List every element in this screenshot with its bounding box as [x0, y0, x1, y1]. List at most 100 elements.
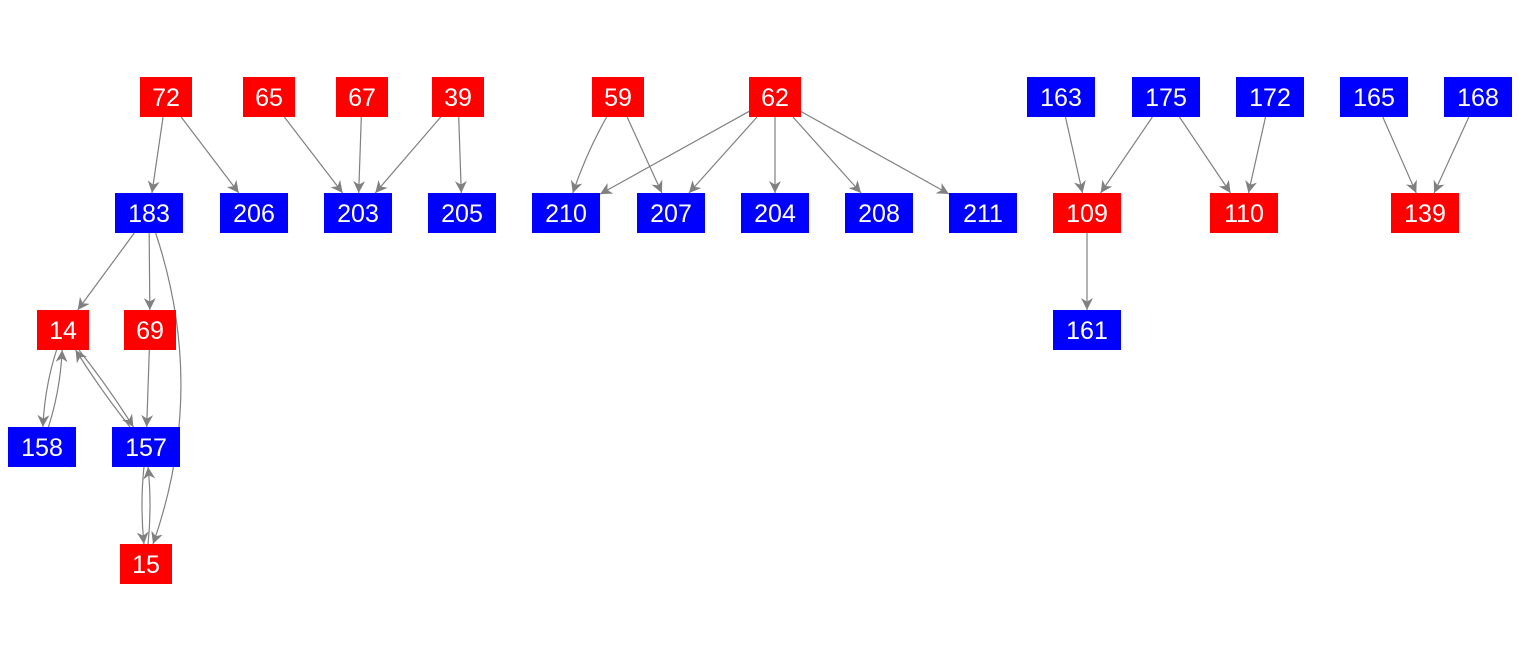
edge-62-to-207: [688, 116, 758, 194]
edge-62-to-211: [800, 110, 950, 195]
node-box: [428, 193, 496, 233]
node-box: [1444, 77, 1512, 117]
node-139: 139: [1391, 193, 1459, 233]
edge-39-to-203: [374, 116, 442, 194]
edge-157-to-14: [75, 349, 131, 428]
node-label: 207: [650, 200, 692, 228]
node-172: 172: [1236, 77, 1304, 117]
node-box: [1236, 77, 1304, 117]
node-label: 208: [858, 200, 900, 228]
edge-14-to-158: [37, 349, 58, 428]
edge-175-to-110: [1178, 116, 1232, 194]
node-label: 210: [545, 200, 587, 228]
node-label: 204: [754, 200, 796, 228]
node-label: 69: [136, 317, 164, 345]
node-65: 65: [243, 77, 295, 117]
edges: [37, 110, 1470, 545]
node-box: [592, 77, 644, 117]
edge-62-to-210: [599, 110, 750, 195]
edge-14-to-157: [78, 349, 134, 428]
node-205: 205: [428, 193, 496, 233]
edge-165-to-139: [1382, 116, 1417, 194]
node-label: 183: [128, 200, 170, 228]
node-box: [741, 193, 809, 233]
node-label: 172: [1249, 84, 1291, 112]
edge-39-to-205: [454, 116, 467, 194]
node-box: [749, 77, 801, 117]
node-label: 163: [1040, 84, 1082, 112]
node-15: 15: [120, 544, 172, 584]
node-label: 110: [1224, 200, 1264, 228]
node-box: [432, 77, 484, 117]
node-box: [140, 77, 192, 117]
edge-183-to-69: [143, 232, 156, 311]
edge-158-to-14: [47, 349, 68, 428]
edge-183-to-15: [151, 232, 182, 545]
node-210: 210: [532, 193, 600, 233]
node-label: 59: [604, 84, 632, 112]
node-box: [112, 427, 180, 467]
node-158: 158: [8, 427, 76, 467]
node-67: 67: [336, 77, 388, 117]
node-206: 206: [220, 193, 288, 233]
node-label: 139: [1404, 200, 1446, 228]
node-box: [120, 544, 172, 584]
edge-59-to-210: [570, 116, 608, 194]
edge-65-to-203: [283, 116, 344, 194]
node-label: 206: [233, 200, 275, 228]
edge-62-to-208: [792, 116, 862, 194]
edge-157-to-15: [136, 466, 149, 545]
edge-72-to-183: [147, 116, 164, 194]
node-203: 203: [324, 193, 392, 233]
node-box: [220, 193, 288, 233]
node-label: 62: [761, 84, 789, 112]
node-161: 161: [1053, 310, 1121, 350]
node-168: 168: [1444, 77, 1512, 117]
edge-69-to-157: [141, 349, 154, 428]
node-39: 39: [432, 77, 484, 117]
node-label: 203: [337, 200, 379, 228]
node-label: 65: [255, 84, 283, 112]
node-211: 211: [949, 193, 1017, 233]
node-label: 39: [444, 84, 472, 112]
node-208: 208: [845, 193, 913, 233]
node-207: 207: [637, 193, 705, 233]
node-box: [532, 193, 600, 233]
edge-168-to-139: [1433, 116, 1470, 194]
node-label: 168: [1457, 84, 1499, 112]
node-label: 161: [1066, 317, 1108, 345]
node-110: 110: [1210, 193, 1278, 233]
node-box: [1027, 77, 1095, 117]
edge-67-to-203: [353, 116, 366, 194]
node-59: 59: [592, 77, 644, 117]
node-204: 204: [741, 193, 809, 233]
nodes: 72 65 67 39 59 62 163 175 172 165 168 183 206 203 205 2…: [8, 77, 1512, 584]
node-label: 15: [132, 551, 160, 579]
node-box: [1210, 193, 1278, 233]
node-label: 72: [152, 84, 180, 112]
node-72: 72: [140, 77, 192, 117]
node-14: 14: [37, 310, 89, 350]
edge-72-to-206: [180, 116, 240, 194]
node-box: [8, 427, 76, 467]
node-box: [324, 193, 392, 233]
node-box: [1053, 310, 1121, 350]
node-box: [243, 77, 295, 117]
node-box: [1053, 193, 1121, 233]
node-box: [336, 77, 388, 117]
node-box: [115, 193, 183, 233]
node-183: 183: [115, 193, 183, 233]
edge-163-to-109: [1064, 116, 1086, 194]
node-label: 165: [1353, 84, 1395, 112]
node-box: [37, 310, 89, 350]
edge-183-to-14: [77, 232, 135, 311]
node-175: 175: [1132, 77, 1200, 117]
edge-59-to-207: [626, 116, 663, 194]
node-box: [637, 193, 705, 233]
node-157: 157: [112, 427, 180, 467]
node-69: 69: [124, 310, 176, 350]
node-label: 67: [348, 84, 376, 112]
node-label: 14: [49, 317, 77, 345]
node-163: 163: [1027, 77, 1095, 117]
